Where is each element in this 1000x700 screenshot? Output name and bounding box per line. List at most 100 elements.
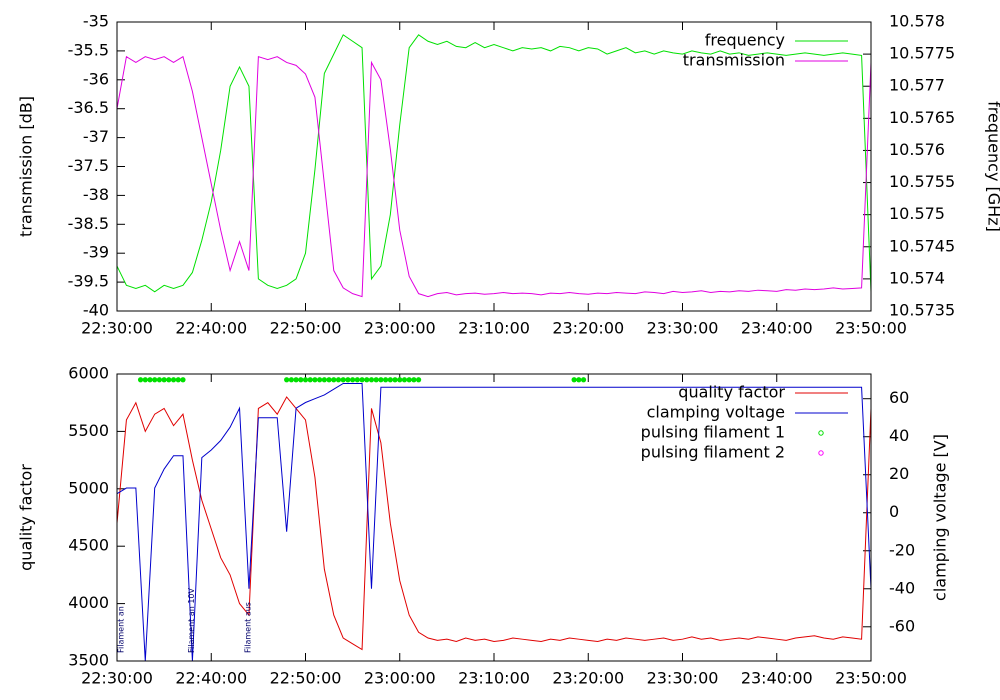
y2-tick-label: 10.577 xyxy=(889,76,945,95)
legend-label: transmission xyxy=(683,51,785,70)
series-line xyxy=(117,383,871,661)
y-tick-label: 4000 xyxy=(68,593,109,612)
legend-label: frequency xyxy=(705,31,785,50)
point xyxy=(392,377,398,383)
point xyxy=(161,377,167,383)
y2-tick-label: -40 xyxy=(889,578,915,597)
y-tick-label: -38 xyxy=(83,185,109,204)
x-tick-label: 23:30:00 xyxy=(647,669,719,688)
x-tick-label: 23:50:00 xyxy=(835,669,907,688)
point xyxy=(411,377,417,383)
y-tick-label: -38.5 xyxy=(68,214,109,233)
y2-tick-label: 10.5765 xyxy=(889,108,955,127)
point xyxy=(340,377,346,383)
point xyxy=(298,377,304,383)
point xyxy=(147,377,153,383)
y2-tick-label: 0 xyxy=(889,502,899,521)
y2-axis-label: clamping voltage [V] xyxy=(931,434,950,601)
x-tick-label: 23:10:00 xyxy=(458,319,530,338)
legend-label: clamping voltage xyxy=(647,403,785,422)
legend-label: pulsing filament 2 xyxy=(641,443,785,462)
point xyxy=(387,377,393,383)
y2-tick-label: 10.576 xyxy=(889,140,945,159)
y2-tick-label: 60 xyxy=(889,388,909,407)
y-tick-label: -39.5 xyxy=(68,272,109,291)
y-tick-label: -40 xyxy=(83,301,109,320)
x-tick-label: 23:00:00 xyxy=(364,669,436,688)
point xyxy=(364,377,370,383)
x-tick-label: 23:40:00 xyxy=(741,669,813,688)
plot-frame xyxy=(116,21,872,312)
point xyxy=(335,377,342,383)
x-tick-label: 22:50:00 xyxy=(270,319,342,338)
point xyxy=(378,377,384,383)
x-tick-label: 23:00:00 xyxy=(364,319,436,338)
point xyxy=(170,377,177,383)
plot-frame xyxy=(116,373,872,662)
y2-tick-label: 10.575 xyxy=(889,204,945,223)
y-tick-label: -39 xyxy=(83,243,109,262)
legend-label: quality factor xyxy=(678,383,785,402)
y2-tick-label: 10.5735 xyxy=(889,301,955,320)
point xyxy=(142,377,148,383)
point xyxy=(175,377,181,383)
x-tick-label: 23:20:00 xyxy=(552,669,624,688)
y-tick-label: 3500 xyxy=(68,651,109,670)
y-tick-label: -36 xyxy=(83,69,109,88)
point xyxy=(368,377,375,383)
point xyxy=(321,377,327,383)
x-tick-label: 23:30:00 xyxy=(647,319,719,338)
y2-tick-label: 10.5775 xyxy=(889,44,955,63)
y-tick-label: 6000 xyxy=(68,364,109,383)
y-tick-label: -37 xyxy=(83,127,109,146)
x-tick-label: 22:30:00 xyxy=(81,319,153,338)
point xyxy=(416,377,422,383)
point xyxy=(580,377,587,383)
y-tick-label: -37.5 xyxy=(68,156,109,175)
point xyxy=(137,377,144,383)
point xyxy=(571,377,577,383)
point xyxy=(317,377,323,383)
legend-marker xyxy=(818,450,824,456)
point xyxy=(576,377,582,383)
point xyxy=(307,377,313,383)
y2-tick-label: 40 xyxy=(889,426,909,445)
y2-tick-label: 10.5755 xyxy=(889,172,955,191)
y-tick-label: 5500 xyxy=(68,421,109,440)
y2-tick-label: 10.5745 xyxy=(889,236,955,255)
y-tick-label: -36.5 xyxy=(68,98,109,117)
y2-tick-label: 10.574 xyxy=(889,268,945,287)
x-tick-label: 22:30:00 xyxy=(81,669,153,688)
point xyxy=(312,377,318,383)
point xyxy=(152,377,158,383)
point xyxy=(345,377,351,383)
annotation: Filament an xyxy=(117,606,126,653)
point xyxy=(359,377,365,383)
point xyxy=(383,377,389,383)
y2-axis-label: frequency [GHz] xyxy=(985,101,1000,232)
point xyxy=(406,377,412,383)
x-tick-label: 23:20:00 xyxy=(552,319,624,338)
x-tick-label: 23:50:00 xyxy=(835,319,907,338)
y-axis-label: transmission [dB] xyxy=(17,96,36,237)
y-tick-label: 4500 xyxy=(68,536,109,555)
point xyxy=(331,377,337,383)
point xyxy=(156,377,163,383)
x-tick-label: 23:40:00 xyxy=(741,319,813,338)
point xyxy=(326,377,332,383)
annotation: Filament an 10V xyxy=(187,587,196,653)
point xyxy=(166,377,172,383)
point xyxy=(373,377,379,383)
y-axis-label: quality factor xyxy=(17,464,36,571)
annotation: Filament aus xyxy=(244,602,253,653)
point xyxy=(293,377,299,383)
point xyxy=(180,377,186,383)
series-line xyxy=(117,396,871,651)
x-tick-label: 22:40:00 xyxy=(175,669,247,688)
y2-tick-label: 20 xyxy=(889,464,909,483)
point xyxy=(350,377,356,383)
y-tick-label: 5000 xyxy=(68,478,109,497)
point xyxy=(288,377,294,383)
